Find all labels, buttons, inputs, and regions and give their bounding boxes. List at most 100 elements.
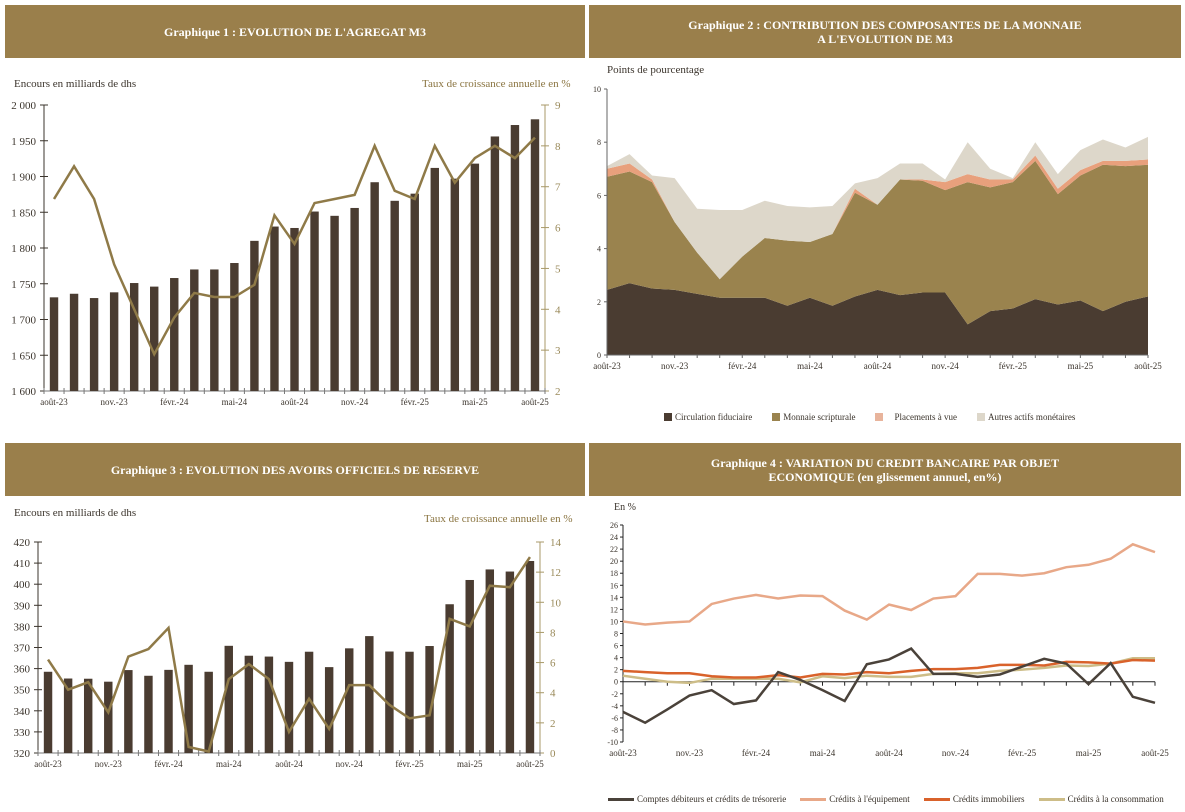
y-tick-label: 2 000 <box>11 100 36 112</box>
x-tick-label: nov.-24 <box>942 748 970 758</box>
x-tick-label: févr.-25 <box>1008 748 1037 758</box>
bar <box>63 678 73 753</box>
x-tick-label: févr.-25 <box>395 759 424 769</box>
bar <box>304 651 314 753</box>
chart4-header: Graphique 4 : VARIATION DU CREDIT BANCAI… <box>589 443 1181 496</box>
y2-tick-label: 6 <box>555 223 561 235</box>
x-tick-label: août-25 <box>516 759 544 769</box>
bar <box>510 125 520 391</box>
y-tick-label: 1 700 <box>11 315 36 327</box>
bar <box>210 269 219 391</box>
chart3-plot: 320 330 340 350 360 370 380 390 400 410 420 0 2 4 6 8 10… <box>14 537 562 769</box>
y-tick-label: 330 <box>14 727 31 739</box>
chart4-title-line1: Graphique 4 : VARIATION DU CREDIT BANCAI… <box>710 455 1060 470</box>
x-tick-label: nov.-24 <box>932 361 960 371</box>
y-tick-label: 10 <box>593 85 601 94</box>
bar <box>505 571 515 753</box>
y-tick-label: -4 <box>611 702 618 711</box>
bar <box>470 163 480 391</box>
legend-label: Crédits à la consommation <box>1067 794 1164 804</box>
area-monnaie-scripturale <box>607 160 1148 325</box>
y-tick-label: 8 <box>614 630 618 639</box>
bar <box>43 671 53 753</box>
y-tick-label: -10 <box>607 738 618 747</box>
bar <box>324 667 334 753</box>
bar <box>264 656 274 753</box>
bar <box>204 671 213 753</box>
x-tick-label: août-23 <box>34 759 62 769</box>
legend-item-fiduciaire: Circulation fiduciaire <box>664 412 752 422</box>
legend-swatch <box>772 413 781 421</box>
legend-item-placements: Placements à vue <box>875 412 957 422</box>
y2-tick-label: 10 <box>550 597 562 609</box>
x-tick-label: août-23 <box>40 397 68 407</box>
x-tick-label: août-23 <box>593 361 621 371</box>
y-tick-label: 0 <box>597 351 601 360</box>
bar <box>150 286 159 391</box>
bar <box>250 240 259 391</box>
line-comptes-debiteurs <box>622 647 1156 725</box>
x-tick-label: mai-24 <box>797 361 823 371</box>
y2-tick-label: 4 <box>550 688 556 700</box>
y-tick-label: 4 <box>614 654 618 663</box>
y2-tick-label: 2 <box>555 386 561 398</box>
x-tick-label: mai-25 <box>462 397 488 407</box>
y-tick-label: 18 <box>610 569 618 578</box>
y-tick-label: 8 <box>597 138 601 147</box>
bar <box>450 178 460 391</box>
chart3-header: Graphique 3 : EVOLUTION DES AVOIRS OFFIC… <box>5 443 585 496</box>
chart1-title: Graphique 1 : EVOLUTION DE L'AGREGAT M3 <box>163 24 427 39</box>
y-tick-label: 410 <box>14 558 31 570</box>
bar <box>184 664 193 753</box>
y-tick-label: 1 600 <box>11 386 36 398</box>
x-tick-label: févr.-25 <box>999 361 1028 371</box>
y-tick-label: 1 850 <box>11 207 36 219</box>
legend-item-comptes: Comptes débiteurs et crédits de trésorer… <box>608 794 786 804</box>
bar <box>385 651 394 753</box>
line-credits-immobiliers <box>622 658 1156 679</box>
x-tick-label: mai-24 <box>810 748 836 758</box>
bar <box>224 645 233 753</box>
y2-tick-label: 5 <box>555 263 561 275</box>
legend-swatch <box>976 413 985 421</box>
legend-swatch <box>664 413 672 421</box>
chart4-legend: Comptes débiteurs et crédits de trésorer… <box>608 794 1164 804</box>
y-tick-label: 370 <box>14 643 31 655</box>
y2-tick-label: 14 <box>550 537 562 549</box>
bar <box>490 136 500 391</box>
bar <box>430 167 439 391</box>
legend-label: Crédits à l'équipement <box>829 794 910 804</box>
y-tick-label: 1 750 <box>11 279 36 291</box>
y-tick-label: 16 <box>610 581 618 590</box>
legend-line <box>923 797 950 801</box>
chart2-title-line2: A L'EVOLUTION DE M3 <box>817 31 953 46</box>
x-tick-label: mai-25 <box>1068 361 1094 371</box>
bar <box>390 200 399 391</box>
y-tick-label: 20 <box>610 557 618 566</box>
chart3-ylabel: Encours en milliards de dhs <box>14 507 137 519</box>
bar <box>83 678 93 753</box>
y-tick-label: -6 <box>611 714 618 723</box>
bar <box>465 579 474 753</box>
bar <box>69 293 79 391</box>
chart3-title: Graphique 3 : EVOLUTION DES AVOIRS OFFIC… <box>110 462 480 477</box>
x-tick-label: août-24 <box>875 748 903 758</box>
bar <box>525 560 535 753</box>
area-autres-actifs-monetaires <box>607 136 1148 280</box>
y-tick-label: 1 900 <box>11 172 36 184</box>
bar <box>144 675 153 753</box>
bar <box>445 604 454 753</box>
chart2-plot: 0 2 4 6 8 10 août-23 nov.-23 févr.-24 mai-24 août-… <box>593 85 1162 371</box>
x-tick-label: août-25 <box>1134 361 1162 371</box>
bar <box>230 263 239 391</box>
x-tick-label: févr.-25 <box>401 397 430 407</box>
legend-line <box>1038 797 1065 801</box>
y2-tick-label: 12 <box>550 567 561 579</box>
x-tick-label: nov.-23 <box>661 361 689 371</box>
y-tick-label: 24 <box>610 533 618 542</box>
legend-item-scripturale: Monnaie scripturale <box>772 412 855 422</box>
y-tick-label: 380 <box>14 621 31 633</box>
legend-label: Crédits immobiliers <box>952 794 1025 804</box>
y-tick-label: 6 <box>614 642 618 651</box>
y-tick-label: 0 <box>614 678 618 687</box>
